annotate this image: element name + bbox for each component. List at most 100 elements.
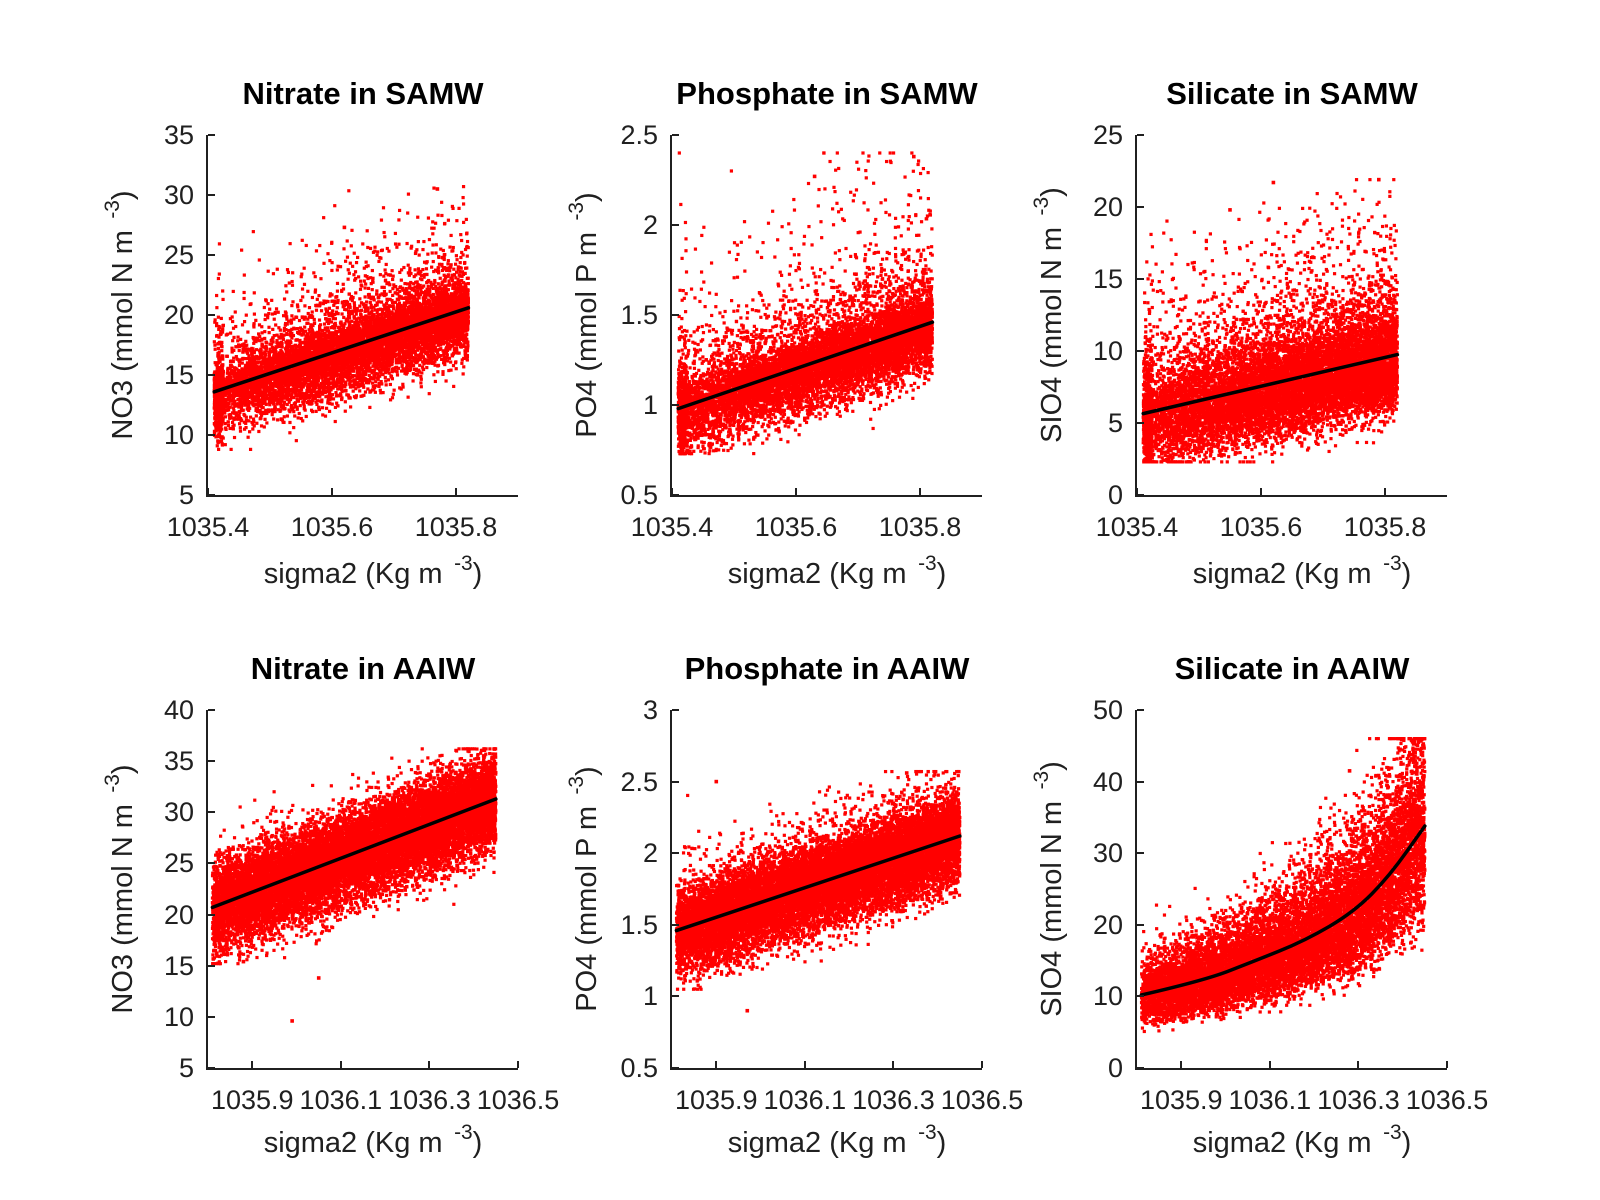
y-tick-label: 2 <box>642 210 658 240</box>
y-tick-mark <box>672 314 679 316</box>
x-tick-label: 1035.9 <box>674 1085 758 1115</box>
y-tick-label: 1.5 <box>620 300 658 330</box>
y-tick-mark <box>1137 995 1144 998</box>
scatter-canvas <box>672 710 982 1068</box>
y-tick-mark <box>1137 709 1144 711</box>
y-tick-label: 5 <box>178 1053 194 1083</box>
x-tick-label: 1035.8 <box>878 512 962 542</box>
y-axis-label: NO3 (mmol N m-3) <box>101 589 145 1189</box>
x-tick-label: 1035.4 <box>1095 512 1179 542</box>
plot-area <box>670 709 983 1070</box>
y-tick-mark <box>208 314 215 316</box>
x-axis-label: sigma2 (Kg m -3) <box>1102 1121 1502 1160</box>
x-axis-label-superscript: -3 <box>1383 552 1402 576</box>
y-tick-mark <box>1137 206 1144 208</box>
y-tick-mark <box>1137 852 1144 855</box>
x-axis-label-text: sigma2 (Kg m <box>1192 1127 1372 1159</box>
x-tick-label: 1035.9 <box>1139 1085 1223 1115</box>
chart-title: Nitrate in AAIW <box>250 651 476 686</box>
x-tick-mark <box>339 1061 342 1068</box>
x-axis-label-superscript: -3 <box>454 552 473 576</box>
x-tick-mark <box>981 1061 983 1068</box>
y-tick-mark <box>1137 494 1144 496</box>
y-tick-label: 15 <box>163 950 194 981</box>
scatter-canvas <box>672 135 982 495</box>
y-tick-label: 0 <box>1107 1053 1123 1083</box>
plot-area <box>206 134 518 497</box>
y-tick-label: 1 <box>642 981 658 1012</box>
y-tick-mark <box>1137 923 1144 926</box>
y-tick-mark <box>208 194 215 196</box>
y-tick-mark <box>672 852 679 855</box>
scatter-canvas <box>1137 135 1447 495</box>
x-tick-label: 1036.5 <box>476 1085 560 1115</box>
y-tick-mark <box>672 709 679 711</box>
y-tick-label: 35 <box>163 120 194 150</box>
x-tick-label: 1036.1 <box>299 1085 383 1115</box>
y-tick-label: 10 <box>1092 981 1123 1012</box>
y-tick-mark <box>208 709 215 711</box>
y-tick-mark <box>208 862 215 865</box>
x-axis-label-text: sigma2 (Kg m <box>1192 558 1372 590</box>
y-tick-label: 15 <box>1092 264 1123 294</box>
y-tick-mark <box>672 134 679 136</box>
y-tick-mark <box>1137 134 1144 136</box>
y-tick-mark <box>208 434 215 436</box>
y-tick-label: 10 <box>163 1001 194 1032</box>
y-tick-label: 25 <box>163 848 194 879</box>
chart-title: Silicate in SAMW <box>1166 76 1418 111</box>
y-axis-label: SIO4 (mmol N m-3) <box>1030 589 1074 1189</box>
x-tick-mark <box>331 488 333 495</box>
y-tick-label: 25 <box>1092 120 1123 150</box>
x-tick-mark <box>671 488 673 495</box>
plot-area <box>206 709 519 1070</box>
y-tick-label: 5 <box>1107 408 1123 438</box>
x-tick-mark <box>1180 1061 1183 1068</box>
chart-title: Silicate in AAIW <box>1174 651 1410 686</box>
x-axis-label-text: sigma2 (Kg m <box>727 558 907 590</box>
scatter-canvas <box>1137 710 1447 1068</box>
x-axis-label-superscript: -3 <box>918 552 937 576</box>
x-tick-label: 1035.4 <box>630 512 714 542</box>
chart-title: Phosphate in AAIW <box>684 651 970 686</box>
y-tick-mark <box>208 811 215 814</box>
y-tick-label: 10 <box>163 420 194 450</box>
y-tick-mark <box>208 1015 215 1018</box>
chart-title: Phosphate in SAMW <box>676 76 978 111</box>
x-tick-label: 1035.8 <box>1343 512 1427 542</box>
x-tick-label: 1036.3 <box>852 1085 935 1115</box>
y-tick-mark <box>208 374 215 376</box>
x-tick-mark <box>207 488 209 495</box>
y-tick-label: 30 <box>163 180 194 210</box>
y-tick-label: 40 <box>1092 766 1123 797</box>
y-tick-label: 5 <box>178 480 194 510</box>
y-tick-label: 30 <box>163 797 194 828</box>
x-tick-label: 1036.3 <box>388 1085 471 1115</box>
x-axis-label: sigma2 (Kg m -3) <box>1102 552 1502 591</box>
y-tick-mark <box>208 964 215 967</box>
y-tick-mark <box>1137 350 1144 352</box>
x-axis-label: sigma2 (Kg m -3) <box>173 1121 573 1160</box>
x-axis-label: sigma2 (Kg m -3) <box>173 552 573 591</box>
y-tick-label: 10 <box>1092 336 1123 366</box>
y-tick-label: 35 <box>163 746 194 777</box>
x-axis-label-close: ) <box>936 558 947 590</box>
scatter-canvas <box>208 710 518 1068</box>
y-tick-mark <box>208 913 215 916</box>
y-tick-label: 3 <box>642 695 658 725</box>
x-tick-mark <box>1260 488 1262 495</box>
x-tick-mark <box>803 1061 806 1068</box>
x-axis-label-close: ) <box>936 1127 947 1159</box>
y-tick-mark <box>208 494 215 496</box>
x-tick-mark <box>892 1061 895 1068</box>
x-axis-label-close: ) <box>1401 1127 1412 1159</box>
y-axis-label: PO4 (mmol P m-3) <box>565 589 609 1189</box>
x-tick-mark <box>251 1061 254 1068</box>
x-axis-label: sigma2 (Kg m -3) <box>637 552 1037 591</box>
y-tick-mark <box>208 760 215 763</box>
x-axis-label-superscript: -3 <box>1383 1121 1402 1145</box>
y-tick-label: 50 <box>1092 695 1123 725</box>
x-axis-label-superscript: -3 <box>454 1121 473 1145</box>
y-axis-label-close: ) <box>571 192 603 202</box>
